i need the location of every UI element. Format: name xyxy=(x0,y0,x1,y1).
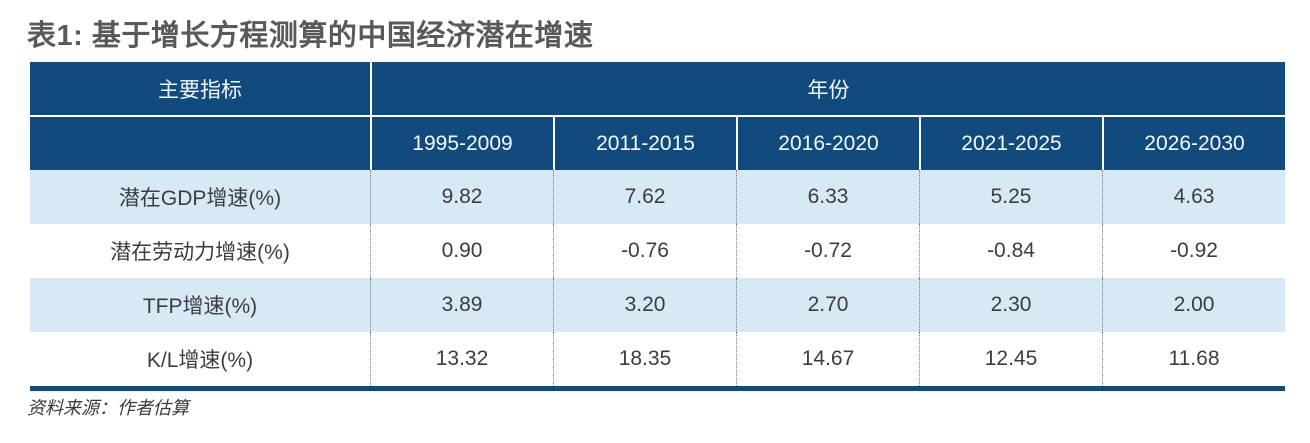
cell-value: 3.20 xyxy=(553,278,736,332)
header-col-2026-2030: 2026-2030 xyxy=(1102,117,1285,170)
table-row-potential-gdp: 潜在GDP增速(%) 9.82 7.62 6.33 5.25 4.63 xyxy=(30,170,1285,224)
table-title: 表1: 基于增长方程测算的中国经济潜在增速 xyxy=(27,20,594,52)
cell-value: 6.33 xyxy=(736,170,919,224)
table-header-group-row: 主要指标 年份 xyxy=(30,62,1285,115)
header-col-2016-2020: 2016-2020 xyxy=(736,117,919,170)
table-row-kl: K/L增速(%) 13.32 18.35 14.67 12.45 11.68 xyxy=(30,332,1285,386)
cell-value: 2.30 xyxy=(919,278,1102,332)
cell-value: -0.72 xyxy=(736,224,919,278)
cell-value: 0.90 xyxy=(370,224,553,278)
cell-value: 11.68 xyxy=(1102,332,1285,386)
header-col-2021-2025: 2021-2025 xyxy=(919,117,1102,170)
cell-value: 4.63 xyxy=(1102,170,1285,224)
header-corner-cell: 主要指标 xyxy=(30,62,370,115)
table-header-columns-row: 1995-2009 2011-2015 2016-2020 2021-2025 … xyxy=(30,115,1285,170)
cell-value: 9.82 xyxy=(370,170,553,224)
cell-value: 13.32 xyxy=(370,332,553,386)
data-table: 主要指标 年份 1995-2009 2011-2015 2016-2020 20… xyxy=(30,62,1285,391)
header-year-group-cell: 年份 xyxy=(370,62,1285,115)
cell-value: -0.84 xyxy=(919,224,1102,278)
cell-value: -0.92 xyxy=(1102,224,1285,278)
table-row-potential-labor: 潜在劳动力增速(%) 0.90 -0.76 -0.72 -0.84 -0.92 xyxy=(30,224,1285,278)
row-label: 潜在劳动力增速(%) xyxy=(110,241,290,264)
source-note: 资料来源：作者估算 xyxy=(27,398,189,418)
cell-value: 7.62 xyxy=(553,170,736,224)
cell-value: 2.00 xyxy=(1102,278,1285,332)
row-label: K/L增速(%) xyxy=(146,349,254,372)
row-label: TFP增速(%) xyxy=(142,295,258,318)
header-col-1995-2009: 1995-2009 xyxy=(370,117,553,170)
header-col-2011-2015: 2011-2015 xyxy=(553,117,736,170)
cell-value: 3.89 xyxy=(370,278,553,332)
cell-value: 12.45 xyxy=(919,332,1102,386)
cell-value: 14.67 xyxy=(736,332,919,386)
cell-value: -0.76 xyxy=(553,224,736,278)
row-label: 潜在GDP增速(%) xyxy=(118,187,282,210)
table-row-tfp: TFP增速(%) 3.89 3.20 2.70 2.30 2.00 xyxy=(30,278,1285,332)
header-blank-cell xyxy=(30,117,370,170)
cell-value: 5.25 xyxy=(919,170,1102,224)
cell-value: 18.35 xyxy=(553,332,736,386)
cell-value: 2.70 xyxy=(736,278,919,332)
